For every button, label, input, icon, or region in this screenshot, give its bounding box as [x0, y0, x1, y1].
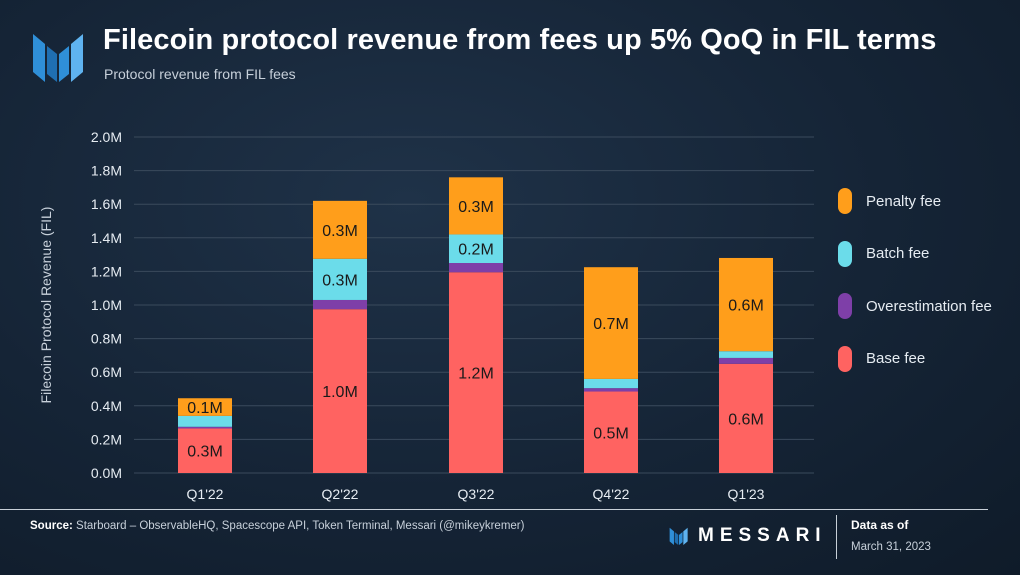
data-label: 1.0M [322, 384, 358, 401]
x-tick-label: Q1'22 [187, 486, 224, 502]
y-tick-label: 0.6M [91, 364, 122, 380]
data-label: 0.3M [322, 272, 358, 289]
stacked-bar-chart: 0.0M 0.2M 0.4M 0.6M 0.8M 1.0M 1.2M 1.4M 1.6M 1.8M… [38, 129, 814, 502]
data-label: 0.3M [187, 444, 223, 461]
bar-segment [719, 257, 773, 352]
messari-logo-icon [33, 34, 83, 82]
bar-segment [449, 263, 503, 273]
chart-title: Filecoin protocol revenue from fees up 5… [103, 24, 937, 56]
x-tick-label: Q4'22 [593, 486, 630, 502]
legend-swatch [838, 188, 852, 214]
data-label: 0.5M [593, 425, 629, 442]
data-label: 1.2M [458, 366, 494, 383]
legend-swatch [838, 240, 852, 267]
legend-label: Batch fee [866, 245, 930, 262]
brand: MESSARI [668, 525, 827, 547]
bar-segment [584, 388, 638, 392]
bar-segment [584, 267, 638, 379]
legend-label: Base fee [866, 350, 926, 367]
y-tick-label: 1.6M [91, 196, 122, 212]
data-label: 0.3M [322, 223, 358, 240]
y-tick-label: 0.2M [91, 431, 122, 447]
bar-segment [584, 391, 638, 473]
messari-mark-icon [669, 527, 688, 545]
legend-label: Overestimation fee [866, 297, 992, 315]
bar-segment [313, 299, 367, 310]
data-as-of-label: Data as of [851, 518, 909, 532]
y-tick-label: 2.0M [91, 129, 122, 145]
y-axis-label: Filecoin Protocol Revenue (FIL) [38, 207, 54, 404]
y-tick-label: 1.2M [91, 263, 122, 279]
source-text: Starboard – ObservableHQ, Spacescope API… [72, 520, 525, 532]
data-label: 0.7M [593, 316, 629, 333]
data-label: 0.1M [187, 400, 223, 417]
bar-segment [178, 398, 232, 416]
bar-segment [313, 309, 367, 473]
legend-item: Batch fee [838, 240, 992, 267]
legend-item: Base fee [838, 345, 992, 372]
data-label: 0.2M [458, 242, 494, 259]
bar-segment [719, 357, 773, 364]
chart-legend: Penalty fee Batch fee Overestimation fee Ba… [838, 188, 992, 398]
x-tick-label: Q1'23 [728, 486, 765, 502]
data-label: 0.6M [728, 411, 764, 428]
bar-segment [178, 415, 232, 427]
bar-segment [313, 258, 367, 300]
x-tick-label: Q3'22 [458, 486, 495, 502]
bar-segment [719, 363, 773, 473]
footer-divider [0, 509, 988, 510]
bar-segment [719, 351, 773, 358]
y-tick-label: 0.0M [91, 465, 122, 481]
y-tick-label: 0.4M [91, 398, 122, 414]
brand-wordmark: MESSARI [698, 525, 827, 546]
y-tick-label: 0.8M [91, 331, 122, 347]
legend-swatch [838, 293, 852, 319]
source-label: Source: [30, 520, 73, 532]
bar-segment [584, 378, 638, 389]
y-tick-label: 1.0M [91, 297, 122, 313]
legend-item: Overestimation fee [838, 293, 992, 319]
bar-segment [449, 177, 503, 235]
data-label: 0.3M [458, 199, 494, 216]
x-tick-label: Q2'22 [322, 486, 359, 502]
bar-segment [178, 428, 232, 473]
chart-subtitle: Protocol revenue from FIL fees [104, 66, 296, 82]
y-tick-label: 1.8M [91, 163, 122, 179]
data-as-of-date: March 31, 2023 [851, 541, 931, 553]
legend-label: Penalty fee [866, 192, 942, 210]
source-note: Source: Starboard – ObservableHQ, Spaces… [30, 520, 524, 532]
bar-segment [449, 272, 503, 473]
legend-item: Penalty fee [838, 188, 992, 214]
legend-swatch [838, 345, 852, 372]
bar-segment [449, 234, 503, 263]
y-tick-label: 1.4M [91, 230, 122, 246]
bar-segment [178, 426, 232, 429]
footer-vertical-divider [836, 515, 837, 559]
bar-segment [313, 200, 367, 259]
data-label: 0.6M [728, 298, 764, 315]
